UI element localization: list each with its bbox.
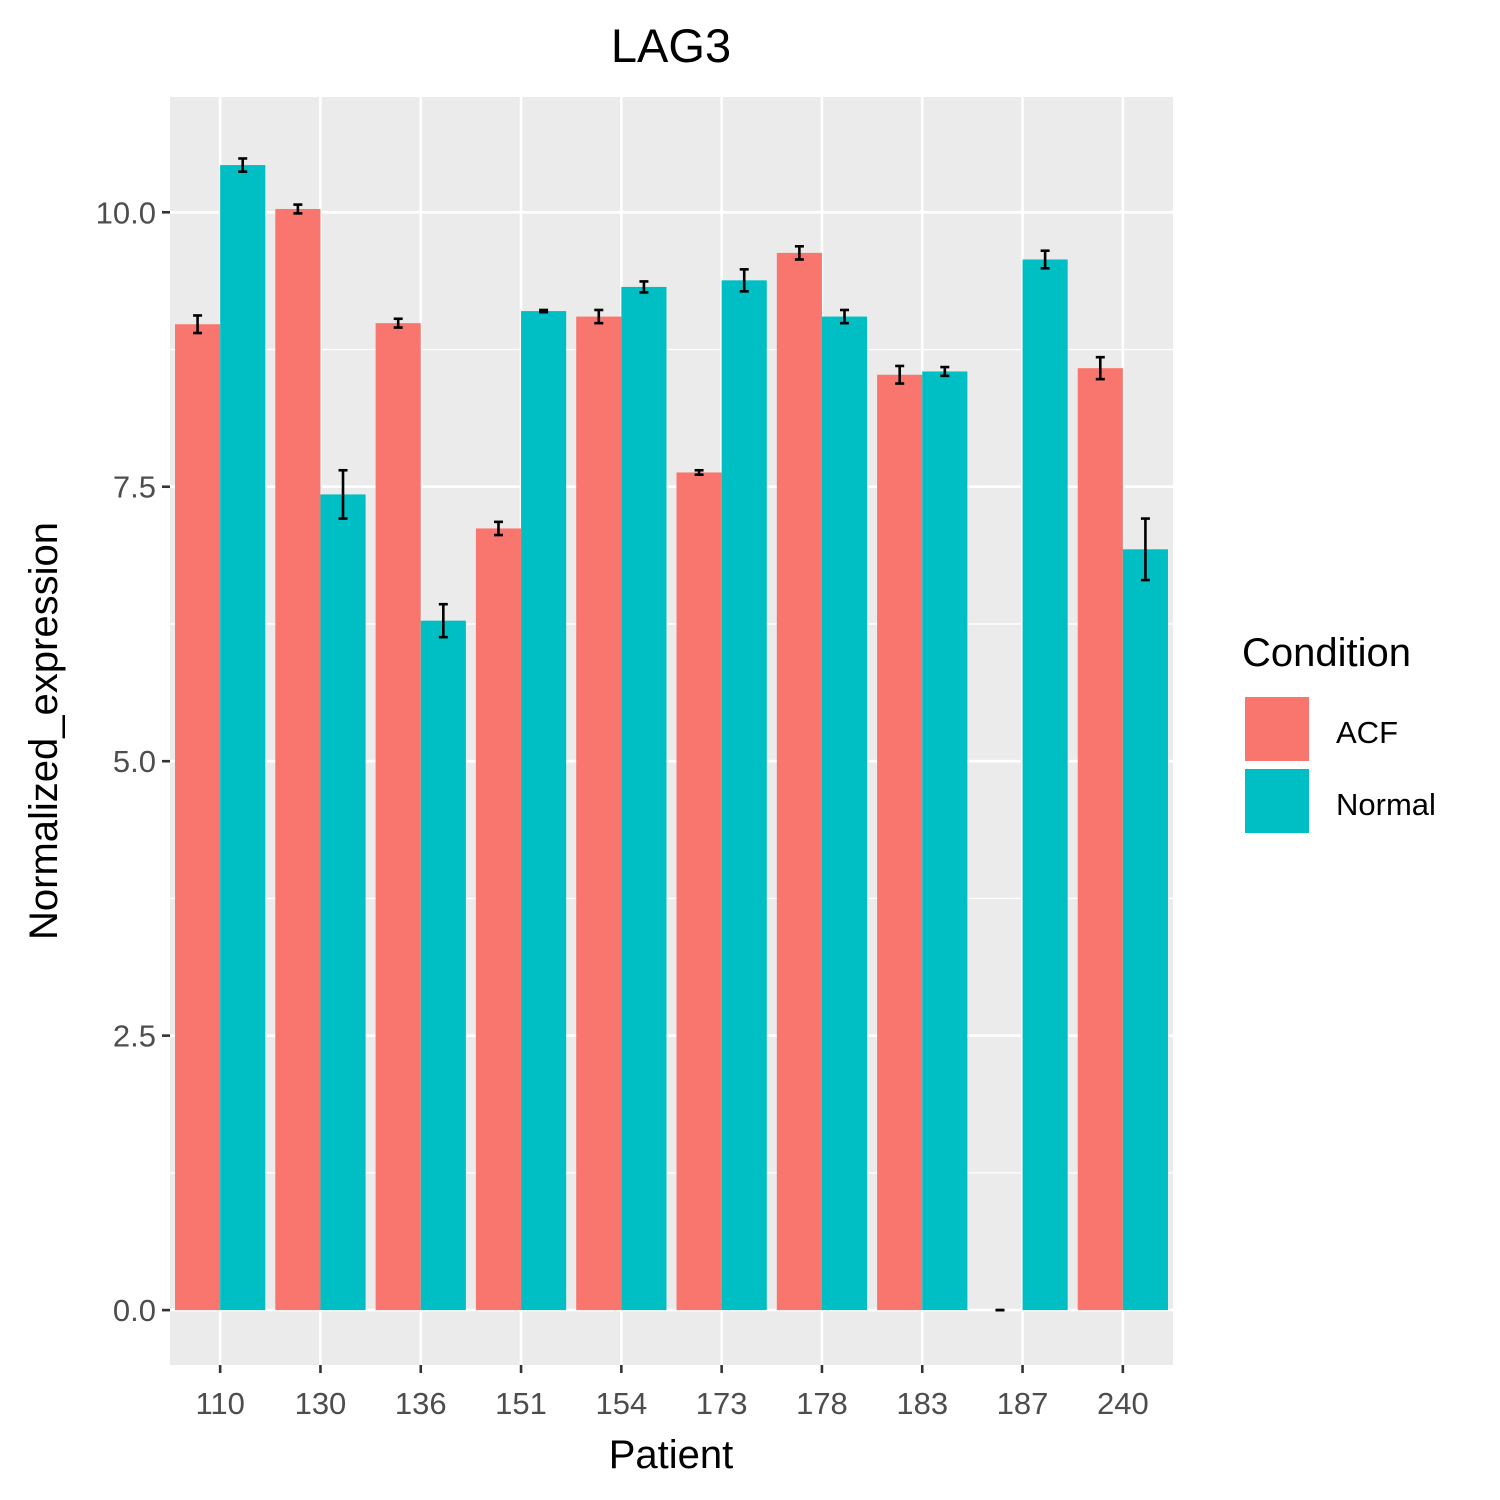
x-tick-label: 187 [997, 1386, 1049, 1421]
bar-normal-136 [420, 620, 466, 1311]
error-bar-acf-183 [895, 364, 905, 385]
legend-label-normal: Normal [1336, 787, 1436, 822]
bar-acf-178 [776, 252, 822, 1311]
x-tick-label: 130 [295, 1386, 347, 1421]
error-bars [193, 157, 1150, 1312]
error-bar-normal-187 [1040, 249, 1050, 270]
error-bar-normal-136 [438, 602, 448, 639]
bar-normal-240 [1122, 549, 1168, 1311]
error-bar-acf-173 [694, 468, 704, 476]
error-bar-normal-110 [238, 157, 248, 173]
bar-acf-183 [877, 374, 923, 1311]
error-bar-normal-173 [739, 268, 749, 293]
error-bar-normal-130 [338, 468, 348, 520]
bar-normal-154 [621, 286, 667, 1311]
legend-title: Condition [1242, 631, 1411, 675]
bar-normal-130 [320, 494, 366, 1311]
y-tick-label: 7.5 [113, 470, 156, 505]
x-tick-label: 178 [796, 1386, 848, 1421]
axes: 0.0 2.5 5.0 7.5 10.0 110 130 136 151 154 173 178 183… [96, 195, 1149, 1421]
x-tick-label: 173 [696, 1386, 748, 1421]
error-bar-normal-183 [940, 365, 950, 378]
bar-acf-136 [375, 323, 421, 1311]
x-tick-label: 183 [896, 1386, 948, 1421]
x-tick-label: 240 [1097, 1386, 1149, 1421]
bar-normal-110 [220, 165, 266, 1311]
x-tick-label: 136 [395, 1386, 447, 1421]
bar-acf-110 [175, 324, 221, 1311]
error-bar-acf-110 [193, 314, 203, 335]
bar-normal-151 [521, 311, 567, 1311]
y-tick-label: 10.0 [96, 195, 156, 230]
error-bar-normal-151 [539, 308, 549, 314]
bar-normal-173 [721, 280, 767, 1311]
error-bar-acf-130 [293, 203, 303, 215]
x-axis-title: Patient [609, 1433, 734, 1477]
x-tick-label: 154 [595, 1386, 647, 1421]
legend-label-acf: ACF [1336, 715, 1398, 750]
bar-normal-187 [1022, 259, 1068, 1311]
bar-acf-154 [576, 316, 622, 1311]
legend-key-acf [1243, 695, 1311, 763]
error-bar-acf-154 [594, 308, 604, 325]
bars [175, 165, 1168, 1311]
error-bar-normal-154 [639, 280, 649, 294]
bar-normal-183 [922, 371, 968, 1311]
legend-key-normal [1243, 767, 1311, 835]
bar-acf-240 [1077, 368, 1123, 1311]
error-bar-acf-151 [493, 520, 503, 537]
error-bar-acf-178 [794, 245, 804, 261]
legend: Condition ACF Normal [1242, 631, 1436, 835]
chart-title: LAG3 [611, 19, 731, 72]
error-bar-normal-178 [840, 308, 850, 325]
x-tick-label: 110 [195, 1386, 244, 1421]
bar-normal-178 [821, 316, 868, 1311]
bar-acf-130 [275, 208, 321, 1311]
error-bar-acf-240 [1095, 355, 1105, 381]
y-tick-label: 0.0 [113, 1293, 156, 1328]
x-tick-label: 151 [495, 1386, 547, 1421]
y-tick-label: 5.0 [113, 744, 156, 779]
error-bar-normal-240 [1140, 517, 1150, 582]
bar-acf-151 [475, 528, 522, 1311]
y-axis-title: Normalized_expression [22, 522, 66, 940]
error-bar-acf-136 [393, 317, 403, 329]
bar-acf-173 [676, 472, 722, 1311]
y-tick-label: 2.5 [113, 1019, 156, 1054]
